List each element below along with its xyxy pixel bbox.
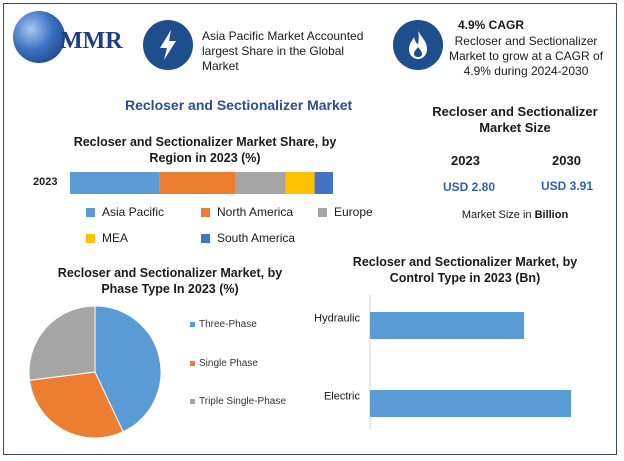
market-size-note-unit: Billion <box>534 209 569 221</box>
legend-label: North America <box>217 205 294 219</box>
region-bar-segment-europe <box>235 172 286 194</box>
pie-legend-label: Single Phase <box>199 358 258 369</box>
pie-legend-label: Triple Single-Phase <box>199 396 286 407</box>
pie-slice-single-phase <box>28 371 124 439</box>
pie-slice-three-phase <box>94 305 162 433</box>
control-type-bar-chart: Hydraulic Electric <box>314 295 571 430</box>
legend-label: South America <box>217 231 296 245</box>
control-bar-electric <box>370 390 571 417</box>
control-chart-title: Recloser and Sectionalizer Market, by Co… <box>352 255 578 285</box>
year-2030-label: 2030 <box>552 153 581 168</box>
legend-item-north-america: North America <box>201 205 293 219</box>
region-chart-title: Recloser and Sectionalizer Market Share,… <box>73 135 337 165</box>
region-stacked-bar-chart <box>70 172 333 194</box>
pie-slice-triple-single-phase <box>28 305 96 381</box>
legend-swatch <box>201 207 210 217</box>
phase-chart-title: Recloser and Sectionalizer Market, by Ph… <box>57 266 283 296</box>
control-category-label: Electric <box>324 391 361 403</box>
legend-item-south-america: South America <box>201 231 295 245</box>
logo-text: MMR <box>60 28 123 54</box>
legend-item-europe: Europe <box>318 205 373 219</box>
legend-swatch <box>86 233 95 243</box>
pie-legend-label: Three-Phase <box>199 319 257 330</box>
legend-item-mea: MEA <box>86 231 128 245</box>
legend-swatch <box>201 233 210 243</box>
region-bar-segment-mea <box>285 172 315 194</box>
legend-item-asia-pacific: Asia Pacific <box>86 205 164 219</box>
cagr-text: Recloser and Sectionalizer Market to gro… <box>448 34 604 78</box>
legend-swatch <box>318 207 327 217</box>
market-size-title: Recloser and Sectionalizer Market Size <box>432 104 598 135</box>
phase-pie-chart: Three-Phase Single Phase Triple Single-Pha… <box>28 305 286 439</box>
control-bar-hydraulic <box>370 312 525 339</box>
lightning-icon <box>143 20 193 70</box>
legend-label: Asia Pacific <box>102 205 165 219</box>
main-title: Recloser and Sectionalizer Market <box>125 97 353 113</box>
legend-label: MEA <box>102 231 129 245</box>
cagr-title: 4.9% CAGR <box>458 18 525 32</box>
market-size-note-prefix: Market Size in <box>461 209 535 221</box>
flame-icon <box>393 20 443 70</box>
pie-legend-swatch <box>190 361 195 366</box>
control-category-label: Hydraulic <box>314 313 360 325</box>
pie-legend-swatch <box>190 399 195 404</box>
region-legend: Asia Pacific North America Europe MEA South … <box>86 205 373 249</box>
legend-label: Europe <box>334 205 373 219</box>
globe-logo-icon <box>13 11 65 63</box>
region-bar-year-label: 2023 <box>33 176 58 188</box>
legend-swatch <box>86 207 95 217</box>
year-2023-label: 2023 <box>451 153 480 168</box>
value-2030: USD 3.91 <box>541 179 594 193</box>
region-bar-segment-asia-pacific <box>70 172 160 194</box>
value-2023: USD 2.80 <box>443 180 496 194</box>
region-bar-segment-south-america <box>314 172 333 194</box>
pie-legend-swatch <box>190 322 195 327</box>
market-size-note: Market Size in Billion <box>420 209 610 221</box>
asia-pacific-info-text: Asia Pacific Market Accounted largest Sh… <box>202 29 364 73</box>
region-bar-segment-north-america <box>159 172 236 194</box>
infographic-frame <box>3 3 617 455</box>
